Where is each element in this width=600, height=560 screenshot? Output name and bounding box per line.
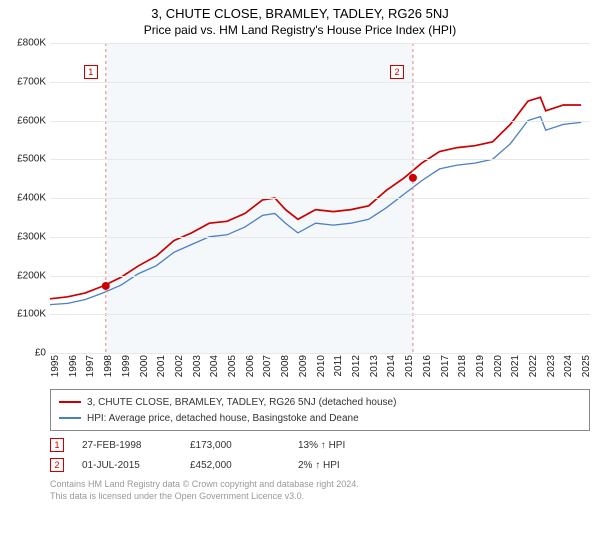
footnote-line1: Contains HM Land Registry data © Crown c… — [50, 479, 590, 491]
x-axis-label: 2018 — [457, 355, 468, 377]
transaction-price: £452,000 — [190, 460, 280, 471]
chart-marker-2: 2 — [390, 65, 404, 79]
x-axis-label: 2010 — [316, 355, 327, 377]
chart-marker-1: 1 — [84, 65, 98, 79]
transactions-table: 1 27-FEB-1998 £173,000 13% ↑ HPI 2 01-JUL-201… — [50, 435, 590, 475]
transaction-date: 01-JUL-2015 — [82, 460, 172, 471]
x-axis-label: 2012 — [351, 355, 362, 377]
legend-row: HPI: Average price, detached house, Basi… — [59, 410, 581, 426]
x-axis-label: 1998 — [103, 355, 114, 377]
footnote-line2: This data is licensed under the Open Gov… — [50, 491, 590, 503]
x-axis-label: 1996 — [68, 355, 79, 377]
x-axis-label: 2006 — [245, 355, 256, 377]
x-axis-label: 2017 — [440, 355, 451, 377]
y-axis-label: £300K — [17, 231, 46, 242]
y-axis-label: £500K — [17, 154, 46, 165]
legend-label: HPI: Average price, detached house, Basi… — [87, 413, 359, 424]
x-axis-label: 2023 — [546, 355, 557, 377]
transaction-date: 27-FEB-1998 — [82, 440, 172, 451]
x-axis-label: 2002 — [174, 355, 185, 377]
x-axis-label: 2005 — [227, 355, 238, 377]
y-axis-label: £700K — [17, 76, 46, 87]
price-chart: £0£100K£200K£300K£400K£500K£600K£700K£80… — [50, 43, 590, 353]
page-subtitle: Price paid vs. HM Land Registry's House … — [0, 23, 600, 37]
x-axis-label: 2021 — [510, 355, 521, 377]
x-axis-label: 2004 — [209, 355, 220, 377]
transaction-row: 1 27-FEB-1998 £173,000 13% ↑ HPI — [50, 435, 590, 455]
x-axis-label: 2020 — [493, 355, 504, 377]
legend-swatch — [59, 417, 81, 419]
legend-label: 3, CHUTE CLOSE, BRAMLEY, TADLEY, RG26 5N… — [87, 397, 396, 408]
x-axis-label: 2001 — [156, 355, 167, 377]
y-axis-label: £100K — [17, 309, 46, 320]
y-axis-label: £0 — [35, 348, 46, 359]
transaction-delta: 2% ↑ HPI — [298, 460, 388, 471]
transaction-row: 2 01-JUL-2015 £452,000 2% ↑ HPI — [50, 455, 590, 475]
y-axis-label: £800K — [17, 38, 46, 49]
x-axis-label: 2025 — [581, 355, 592, 377]
y-axis-label: £600K — [17, 115, 46, 126]
x-axis-label: 2013 — [369, 355, 380, 377]
x-axis-label: 2008 — [280, 355, 291, 377]
transaction-marker: 1 — [50, 438, 64, 452]
x-axis-label: 2015 — [404, 355, 415, 377]
x-axis-label: 2000 — [139, 355, 150, 377]
legend-box: 3, CHUTE CLOSE, BRAMLEY, TADLEY, RG26 5N… — [50, 389, 590, 431]
x-axis-label: 2014 — [386, 355, 397, 377]
x-axis-label: 2022 — [528, 355, 539, 377]
x-axis-label: 1999 — [121, 355, 132, 377]
x-axis-label: 2009 — [298, 355, 309, 377]
x-axis-label: 1995 — [50, 355, 61, 377]
transaction-marker: 2 — [50, 458, 64, 472]
page-title: 3, CHUTE CLOSE, BRAMLEY, TADLEY, RG26 5N… — [0, 6, 600, 21]
transaction-delta: 13% ↑ HPI — [298, 440, 388, 451]
x-axis-label: 1997 — [85, 355, 96, 377]
x-axis-label: 2019 — [475, 355, 486, 377]
x-axis-label: 2016 — [422, 355, 433, 377]
y-axis-label: £200K — [17, 270, 46, 281]
legend-row: 3, CHUTE CLOSE, BRAMLEY, TADLEY, RG26 5N… — [59, 394, 581, 410]
x-axis-label: 2024 — [563, 355, 574, 377]
x-axis-label: 2003 — [192, 355, 203, 377]
legend-swatch — [59, 401, 81, 403]
x-axis-label: 2007 — [262, 355, 273, 377]
footnote: Contains HM Land Registry data © Crown c… — [50, 479, 590, 502]
y-axis-label: £400K — [17, 193, 46, 204]
transaction-price: £173,000 — [190, 440, 280, 451]
x-axis-label: 2011 — [333, 355, 344, 377]
